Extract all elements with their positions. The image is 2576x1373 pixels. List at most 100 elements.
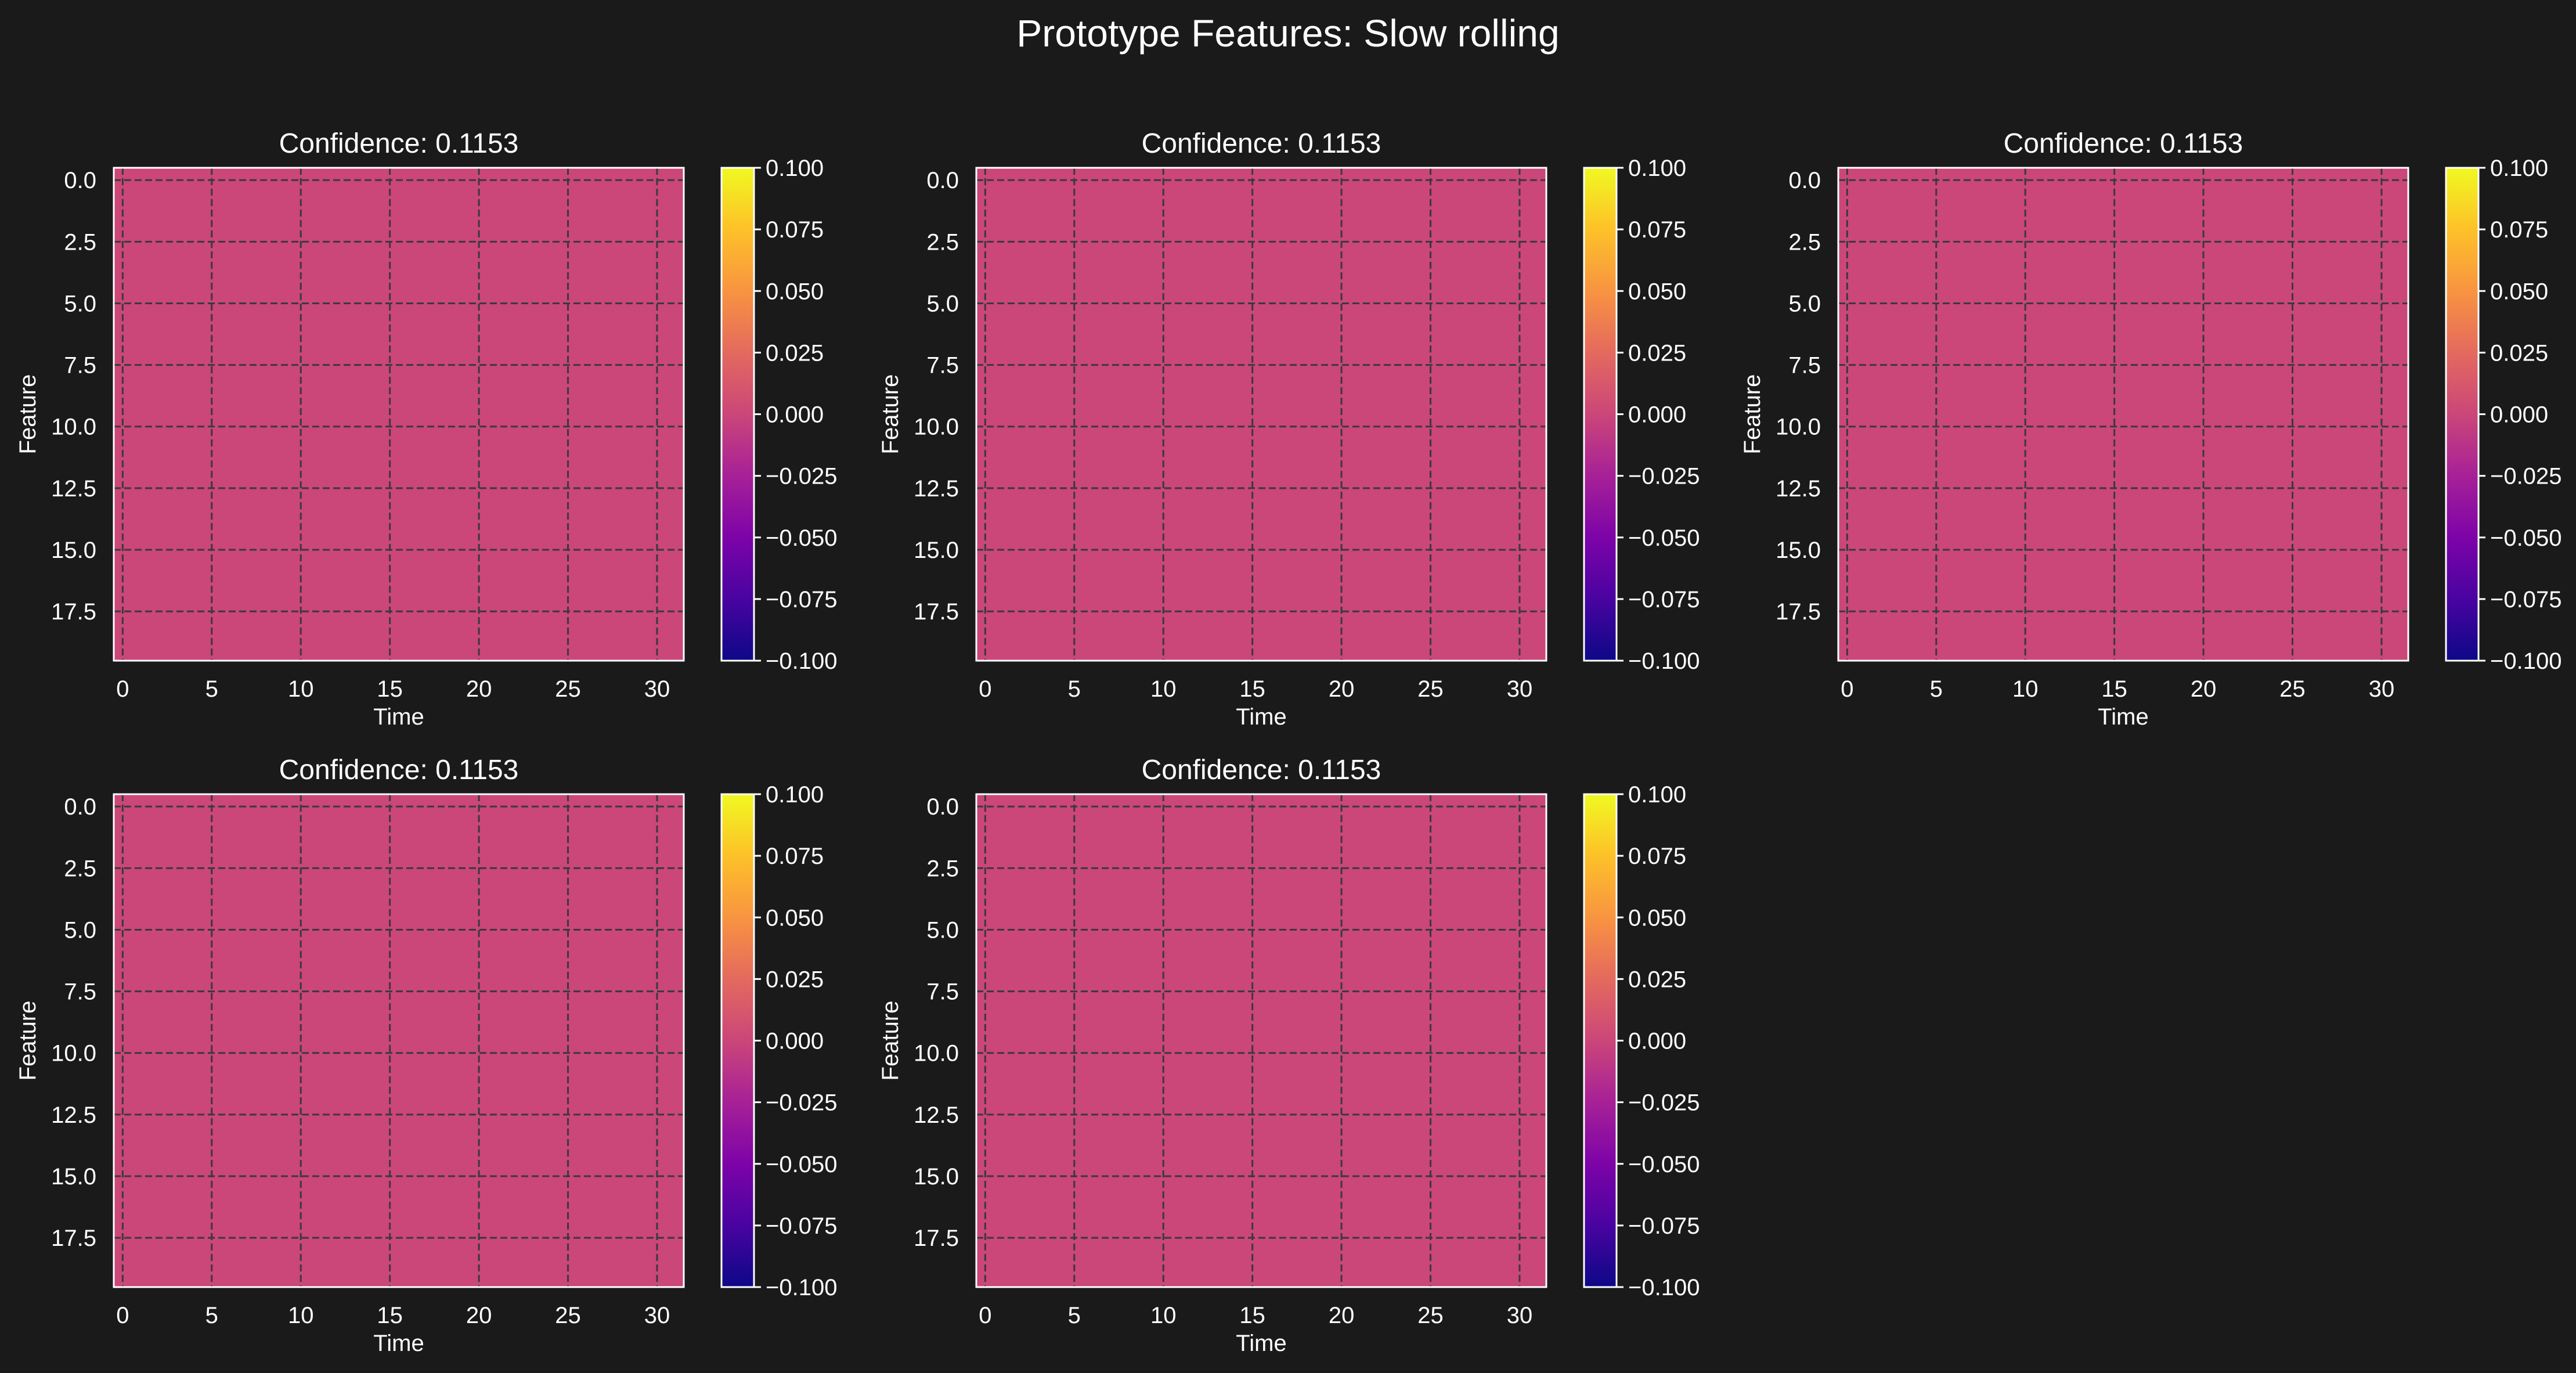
heatmap-cell [2069, 586, 2088, 612]
heatmap-cell [523, 365, 542, 390]
colorbar-tick-label: 0.000 [1628, 402, 1686, 428]
heatmap-cell [1225, 1114, 1244, 1140]
heatmap-cell [612, 868, 631, 893]
heatmap-cell [416, 942, 435, 967]
heatmap-cell [416, 819, 435, 844]
heatmap-cell [1047, 1016, 1066, 1042]
heatmap-cell [2212, 340, 2231, 366]
heatmap-cell [274, 1262, 293, 1288]
y-tick-label: 17.5 [51, 1226, 96, 1251]
heatmap-cell [2265, 513, 2284, 538]
y-tick-label: 7.5 [1788, 353, 1821, 379]
y-tick-label: 12.5 [51, 1102, 96, 1128]
heatmap-cell [274, 1065, 293, 1090]
heatmap-cell [1368, 819, 1387, 844]
heatmap-cell [1279, 488, 1297, 513]
heatmap-cell [1315, 967, 1333, 992]
heatmap-cell [149, 819, 168, 844]
heatmap-cell [1101, 488, 1120, 513]
heatmap-cell [416, 1114, 435, 1140]
heatmap-cell [1874, 463, 1892, 489]
heatmap-cell [327, 819, 346, 844]
heatmap-cell [185, 611, 204, 637]
heatmap-cell [594, 365, 613, 390]
heatmap-cell [2230, 390, 2249, 415]
heatmap-cell [1297, 266, 1315, 291]
heatmap-cell [1207, 942, 1226, 967]
heatmap-cell [2159, 463, 2177, 489]
heatmap-cell [2212, 611, 2231, 637]
heatmap-cell [256, 562, 275, 588]
heatmap-cell [416, 242, 435, 267]
heatmap-cell [2177, 242, 2195, 267]
heatmap-cell [541, 1213, 560, 1238]
heatmap-cell [1225, 1065, 1244, 1090]
heatmap-cell [1998, 488, 2017, 513]
heatmap-cell [2337, 365, 2355, 390]
heatmap-cell [1368, 463, 1387, 489]
heatmap-cell [612, 636, 631, 661]
heatmap-cell [1439, 1139, 1458, 1165]
panel-title: Confidence: 0.1153 [279, 755, 519, 785]
heatmap-cell [1083, 611, 1102, 637]
heatmap-cell [1386, 1114, 1405, 1140]
heatmap-cell [1225, 340, 1244, 366]
heatmap-cell [1350, 967, 1369, 992]
heatmap-cell [612, 1238, 631, 1263]
heatmap-cell [1101, 1016, 1120, 1042]
heatmap-cell [363, 315, 381, 341]
heatmap-cell [1457, 242, 1475, 267]
heatmap-cell [1279, 390, 1297, 415]
heatmap-cell [1297, 390, 1315, 415]
heatmap-cell [1404, 217, 1422, 242]
heatmap-cell [1119, 438, 1137, 464]
heatmap-cell [363, 1016, 381, 1042]
heatmap-cell [1980, 562, 1999, 588]
heatmap-cell [1119, 1090, 1137, 1115]
heatmap-cell [612, 967, 631, 992]
heatmap-cell [1279, 242, 1297, 267]
heatmap-cell [1119, 611, 1137, 637]
heatmap-cell [1404, 843, 1422, 869]
heatmap-cell [1475, 868, 1493, 893]
heatmap-cell [523, 192, 542, 218]
heatmap-cell [416, 365, 435, 390]
heatmap-cell [1909, 463, 1928, 489]
heatmap-cell [2247, 242, 2267, 267]
heatmap-cell [399, 315, 417, 341]
heatmap-cell [1909, 390, 1928, 415]
heatmap-cell [994, 892, 1012, 918]
heatmap-cell [2319, 513, 2337, 538]
heatmap-cell [1030, 1065, 1048, 1090]
x-tick-label: 5 [205, 676, 218, 702]
heatmap-cell [238, 390, 257, 415]
heatmap-cell [1012, 513, 1030, 538]
heatmap-cell [2177, 611, 2195, 637]
heatmap-cell [612, 217, 631, 242]
heatmap-cell [309, 1065, 328, 1090]
heatmap-cell [363, 488, 381, 513]
heatmap-cell [363, 1188, 381, 1214]
heatmap-cell [1962, 217, 1982, 242]
heatmap-cell [1083, 340, 1102, 366]
heatmap-cell [1083, 242, 1102, 267]
x-axis-label: Time [1236, 704, 1286, 730]
heatmap-cell [1137, 1238, 1155, 1263]
heatmap-cell [2212, 390, 2231, 415]
heatmap-cell [1892, 365, 1910, 390]
heatmap-cell [256, 586, 275, 612]
heatmap-cell [1083, 892, 1102, 918]
heatmap-cell [131, 315, 150, 341]
heatmap-cell [1030, 892, 1048, 918]
heatmap-cell [506, 315, 524, 341]
heatmap-cell [221, 1139, 239, 1165]
heatmap-cell [131, 843, 150, 869]
heatmap-cell [274, 991, 293, 1017]
heatmap-cell [523, 1090, 542, 1115]
heatmap-cell [1528, 315, 1547, 341]
heatmap-cell [452, 586, 471, 612]
heatmap-cell [238, 819, 257, 844]
heatmap-cell [167, 438, 186, 464]
heatmap-cell [1439, 586, 1458, 612]
heatmap-cell [2319, 217, 2337, 242]
